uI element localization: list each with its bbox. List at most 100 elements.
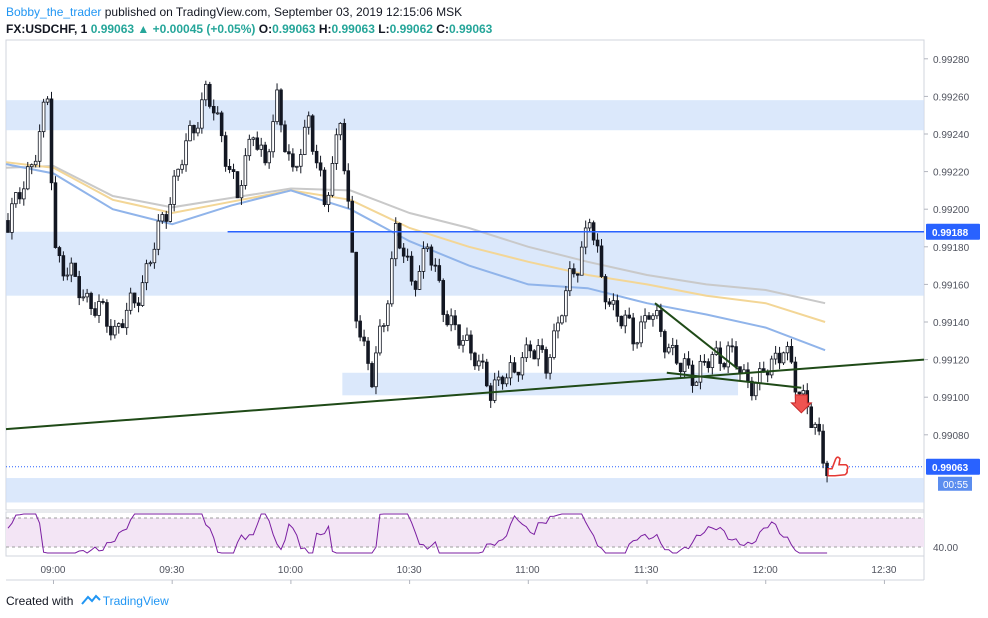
candle-body[interactable] xyxy=(176,168,180,177)
candle-body[interactable] xyxy=(821,430,825,464)
candle-body[interactable] xyxy=(599,245,604,277)
candle-body[interactable] xyxy=(492,379,497,401)
candle-body[interactable] xyxy=(322,169,327,205)
candle-body[interactable] xyxy=(544,349,548,374)
support-resistance-zone[interactable] xyxy=(342,372,739,396)
candle-body[interactable] xyxy=(726,345,730,368)
candle-body[interactable] xyxy=(397,222,402,249)
candle-body[interactable] xyxy=(37,131,42,162)
candle-body[interactable] xyxy=(318,162,323,171)
candle-body[interactable] xyxy=(342,122,347,172)
rsi-line[interactable] xyxy=(7,513,828,554)
candle-body[interactable] xyxy=(53,182,58,248)
candle-body[interactable] xyxy=(128,292,133,311)
candle-body[interactable] xyxy=(710,354,715,369)
symbol-name[interactable]: FX:USDCHF, 1 xyxy=(6,22,88,36)
candle-body[interactable] xyxy=(758,368,762,384)
candle-body[interactable] xyxy=(326,194,331,205)
candle-body[interactable] xyxy=(465,334,469,341)
candle-body[interactable] xyxy=(41,101,46,133)
candle-body[interactable] xyxy=(61,255,66,277)
candle-body[interactable] xyxy=(789,345,794,363)
candle-body[interactable] xyxy=(801,390,806,395)
candle-body[interactable] xyxy=(413,280,418,290)
candle-body[interactable] xyxy=(338,122,343,136)
candle-body[interactable] xyxy=(520,357,525,376)
candle-body[interactable] xyxy=(172,175,176,205)
candle-body[interactable] xyxy=(89,292,93,310)
candle-body[interactable] xyxy=(477,360,481,367)
candle-body[interactable] xyxy=(57,247,62,257)
candle-body[interactable] xyxy=(663,331,667,353)
candle-body[interactable] xyxy=(207,83,212,107)
candle-body[interactable] xyxy=(611,300,616,305)
candle-body[interactable] xyxy=(144,263,149,284)
candle-body[interactable] xyxy=(516,371,521,376)
candle-body[interactable] xyxy=(346,170,351,202)
candle-body[interactable] xyxy=(813,423,817,429)
candle-body[interactable] xyxy=(500,376,505,385)
candle-body[interactable] xyxy=(473,352,477,367)
candle-body[interactable] xyxy=(564,290,568,317)
moving-average-line[interactable] xyxy=(5,164,826,305)
candle-body[interactable] xyxy=(583,227,588,248)
candle-body[interactable] xyxy=(809,406,814,429)
author-link[interactable]: Bobby_the_trader xyxy=(6,5,102,19)
candle-body[interactable] xyxy=(651,315,655,320)
candle-body[interactable] xyxy=(231,169,236,173)
candle-body[interactable] xyxy=(97,301,101,316)
candle-body[interactable] xyxy=(69,262,74,276)
candle-body[interactable] xyxy=(156,220,161,250)
candle-body[interactable] xyxy=(390,258,394,305)
candle-body[interactable] xyxy=(481,360,485,363)
candle-body[interactable] xyxy=(378,325,382,354)
candle-body[interactable] xyxy=(85,292,89,298)
candle-body[interactable] xyxy=(215,112,220,115)
candle-body[interactable] xyxy=(49,98,54,184)
candle-body[interactable] xyxy=(425,246,430,250)
candle-body[interactable] xyxy=(136,302,141,306)
candle-body[interactable] xyxy=(615,300,620,317)
candle-body[interactable] xyxy=(694,381,699,386)
candle-body[interactable] xyxy=(512,362,517,373)
candle-body[interactable] xyxy=(180,164,184,170)
tradingview-brand[interactable]: TradingView xyxy=(102,594,169,608)
candle-body[interactable] xyxy=(548,357,552,374)
candle-body[interactable] xyxy=(188,125,192,142)
candle-body[interactable] xyxy=(429,246,434,266)
candle-body[interactable] xyxy=(619,315,624,327)
candle-body[interactable] xyxy=(635,342,639,345)
candle-body[interactable] xyxy=(631,317,635,345)
candle-body[interactable] xyxy=(540,345,544,350)
candle-body[interactable] xyxy=(734,346,738,368)
candle-body[interactable] xyxy=(659,310,663,332)
candle-body[interactable] xyxy=(283,124,287,153)
candle-body[interactable] xyxy=(678,362,683,373)
candle-body[interactable] xyxy=(25,166,30,190)
candle-body[interactable] xyxy=(686,358,691,366)
candle-body[interactable] xyxy=(781,352,786,364)
candle-body[interactable] xyxy=(219,112,224,137)
candle-body[interactable] xyxy=(192,125,196,134)
candle-body[interactable] xyxy=(532,350,537,360)
candle-body[interactable] xyxy=(235,171,240,199)
candle-body[interactable] xyxy=(643,315,647,323)
candle-body[interactable] xyxy=(247,138,252,157)
candle-body[interactable] xyxy=(461,340,465,346)
candle-body[interactable] xyxy=(184,140,188,166)
candle-body[interactable] xyxy=(421,248,426,272)
candle-body[interactable] xyxy=(255,137,260,150)
candle-body[interactable] xyxy=(113,325,117,336)
candle-body[interactable] xyxy=(738,366,742,374)
candle-body[interactable] xyxy=(595,239,600,247)
candle-body[interactable] xyxy=(73,262,78,277)
candle-body[interactable] xyxy=(29,164,34,168)
candle-body[interactable] xyxy=(382,325,386,327)
candle-body[interactable] xyxy=(306,115,311,128)
candle-body[interactable] xyxy=(765,371,770,376)
candle-body[interactable] xyxy=(441,280,446,315)
candle-body[interactable] xyxy=(722,363,726,368)
candle-body[interactable] xyxy=(124,309,129,329)
candle-body[interactable] xyxy=(287,151,291,155)
